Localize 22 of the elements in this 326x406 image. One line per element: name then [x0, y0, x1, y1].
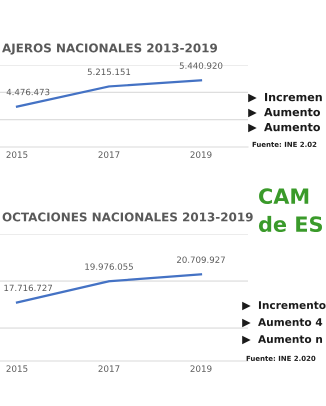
text: Incremento [258, 301, 326, 310]
text: Aumento [264, 122, 320, 132]
x-tick-label: 2015 [6, 151, 28, 158]
x-tick-label: 2019 [190, 151, 212, 158]
data-label: 4.476.473 [6, 88, 50, 96]
x-tick-label: 2017 [98, 151, 120, 158]
x-tick-label: 2015 [6, 365, 28, 372]
data-label: 19.976.055 [85, 263, 133, 270]
text: CAM [259, 188, 308, 204]
data-label: 20.709.927 [176, 256, 225, 263]
text: Aumento [264, 108, 320, 116]
data-label: 5.440.920 [180, 62, 222, 69]
chart-title: OCTACIONES NACIONALES 2013-2019 [2, 212, 253, 222]
text: Aumento 4 [258, 318, 322, 326]
x-tick-label: 2017 [98, 365, 120, 372]
data-label: 5.215.151 [88, 68, 130, 76]
text: Aumento n [258, 335, 322, 344]
text: de ES [258, 216, 322, 232]
text: Incremen [265, 92, 322, 102]
x-tick-label: 2019 [190, 365, 212, 372]
data-label: 17.716.727 [4, 284, 52, 292]
chart-title: AJEROS NACIONALES 2013-2019 [2, 43, 218, 55]
